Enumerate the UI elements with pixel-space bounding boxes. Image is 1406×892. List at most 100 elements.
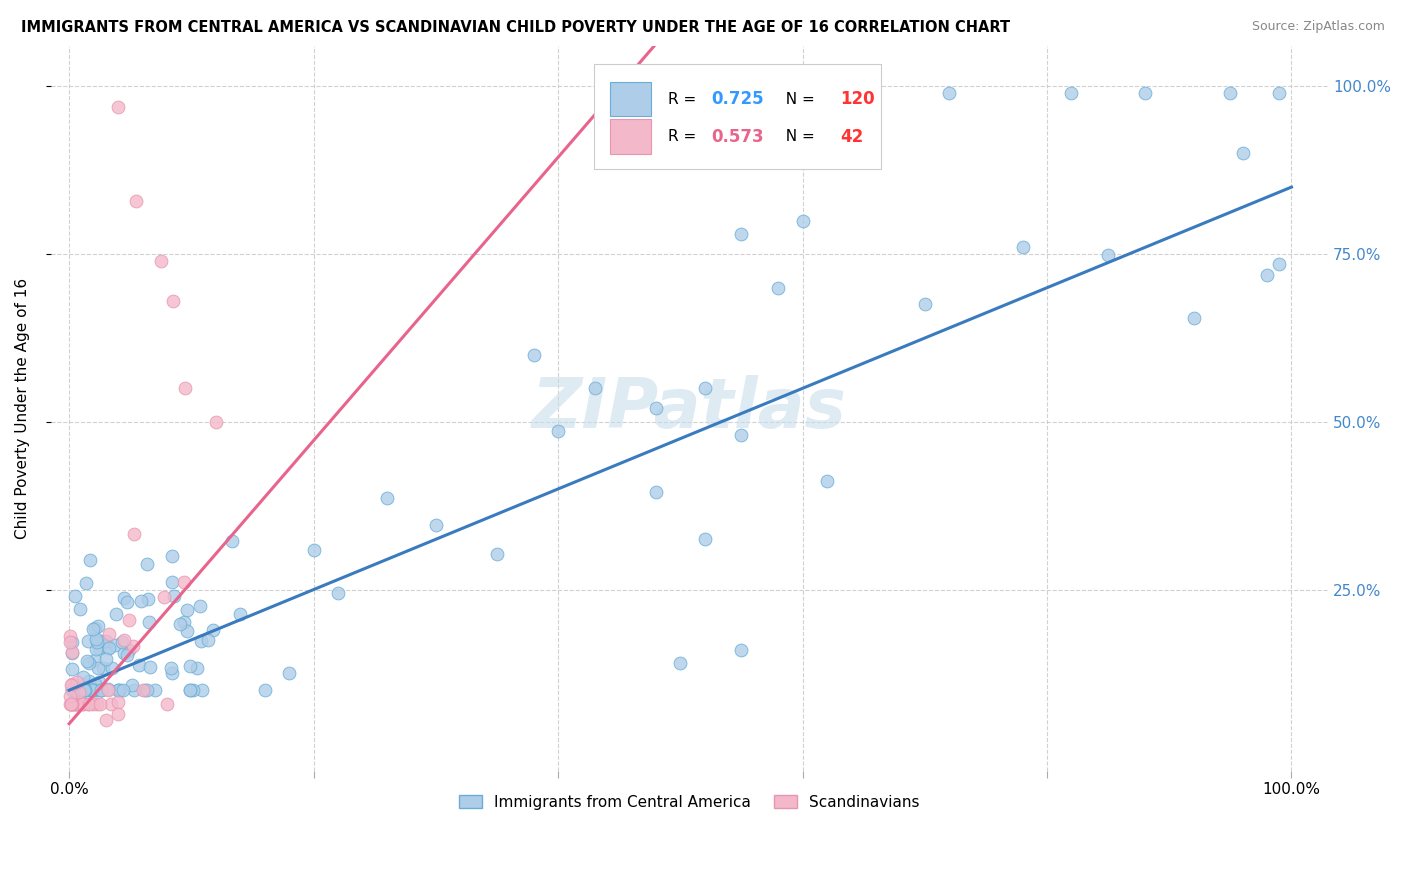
Point bbox=[97, 682, 120, 697]
Point bbox=[302, 543, 325, 558]
Text: N =: N = bbox=[776, 129, 820, 145]
Point bbox=[143, 683, 166, 698]
Point bbox=[62, 645, 84, 659]
Point bbox=[112, 632, 135, 647]
Point bbox=[79, 553, 101, 567]
Point bbox=[65, 683, 87, 698]
Point bbox=[73, 683, 96, 698]
Point bbox=[59, 629, 82, 643]
Point bbox=[159, 661, 181, 675]
Point bbox=[131, 683, 153, 698]
Point bbox=[87, 675, 110, 690]
Point bbox=[169, 617, 191, 632]
Point bbox=[59, 697, 82, 711]
Point bbox=[122, 683, 145, 698]
Point bbox=[176, 603, 198, 617]
Point bbox=[84, 641, 107, 656]
Point bbox=[221, 533, 243, 548]
Point bbox=[160, 666, 183, 681]
Point bbox=[94, 714, 117, 728]
Point bbox=[1182, 310, 1205, 325]
Point bbox=[97, 640, 120, 655]
Point bbox=[176, 624, 198, 639]
Point bbox=[82, 683, 104, 698]
Point bbox=[730, 428, 752, 442]
Point bbox=[938, 86, 960, 100]
Point bbox=[125, 194, 148, 208]
Point bbox=[77, 697, 100, 711]
Point bbox=[59, 678, 82, 692]
Point bbox=[583, 381, 606, 395]
Point bbox=[77, 656, 100, 670]
Point bbox=[129, 594, 152, 608]
Point bbox=[96, 682, 118, 697]
Point bbox=[59, 697, 82, 711]
Point bbox=[75, 683, 97, 698]
Point bbox=[60, 697, 83, 711]
Point bbox=[89, 697, 111, 711]
Point bbox=[162, 294, 184, 309]
Point bbox=[425, 517, 447, 532]
Point bbox=[160, 549, 183, 563]
Point bbox=[60, 635, 83, 649]
Point bbox=[96, 651, 118, 665]
Point bbox=[107, 683, 129, 698]
Point bbox=[149, 253, 172, 268]
Point bbox=[111, 635, 134, 649]
Point bbox=[644, 401, 666, 416]
Point bbox=[547, 424, 569, 438]
Point bbox=[83, 683, 105, 698]
Point bbox=[84, 676, 107, 690]
Point bbox=[179, 659, 201, 673]
Point bbox=[72, 697, 94, 711]
Point bbox=[90, 683, 112, 698]
Text: R =: R = bbox=[668, 129, 702, 145]
Point bbox=[98, 627, 121, 641]
Point bbox=[73, 683, 96, 698]
Point bbox=[139, 660, 162, 674]
Point bbox=[65, 683, 87, 698]
Point bbox=[693, 381, 716, 395]
Point bbox=[60, 697, 83, 711]
Point bbox=[124, 526, 146, 541]
Point bbox=[179, 683, 201, 698]
Point bbox=[792, 86, 814, 100]
Text: ZIPatlas: ZIPatlas bbox=[531, 375, 846, 442]
Point bbox=[190, 633, 212, 648]
Point bbox=[742, 113, 765, 128]
Point bbox=[63, 697, 86, 711]
Point bbox=[1268, 86, 1291, 100]
Point bbox=[65, 697, 87, 711]
Point bbox=[1219, 86, 1241, 100]
Point bbox=[163, 589, 186, 603]
Point bbox=[72, 678, 94, 692]
Point bbox=[77, 673, 100, 688]
Point bbox=[87, 641, 110, 656]
Point bbox=[65, 697, 87, 711]
Point bbox=[107, 695, 129, 709]
Point bbox=[107, 706, 129, 721]
Point bbox=[730, 643, 752, 657]
Point bbox=[253, 683, 276, 698]
Point bbox=[60, 677, 83, 691]
FancyBboxPatch shape bbox=[610, 120, 651, 154]
Point bbox=[76, 654, 98, 668]
Point bbox=[136, 592, 159, 607]
Point bbox=[62, 683, 84, 698]
Point bbox=[112, 646, 135, 660]
Point bbox=[82, 683, 104, 698]
Point bbox=[1060, 86, 1083, 100]
Point bbox=[1232, 145, 1254, 160]
Point bbox=[72, 697, 94, 711]
Point bbox=[179, 683, 201, 698]
Text: Source: ZipAtlas.com: Source: ZipAtlas.com bbox=[1251, 20, 1385, 33]
Point bbox=[121, 678, 143, 692]
Text: 0.573: 0.573 bbox=[711, 128, 763, 145]
Point bbox=[82, 622, 104, 636]
Point bbox=[86, 634, 108, 648]
Point bbox=[730, 227, 752, 241]
Point bbox=[66, 683, 89, 698]
Point bbox=[59, 635, 82, 649]
Point bbox=[66, 675, 89, 690]
Point bbox=[153, 591, 176, 605]
